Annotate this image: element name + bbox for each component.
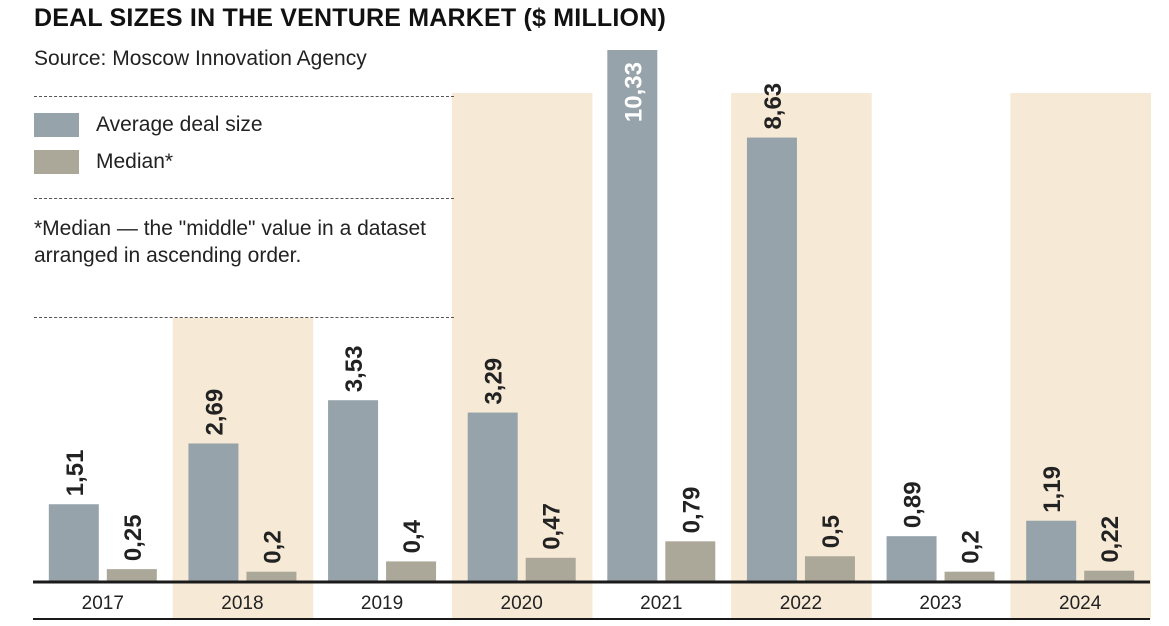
legend-item-median: Median*	[34, 149, 173, 175]
x-tick-label-2019: 2019	[361, 593, 403, 614]
bar-median-2020	[525, 557, 576, 582]
value-labels: 1,51 0,25 2,69 0,2 3,53 0,4 3,29 0,47 10,33 0,79 8…	[62, 62, 1124, 564]
x-tick-label-2018: 2018	[221, 593, 263, 614]
x-tick-label-2020: 2020	[501, 593, 543, 614]
value-label-average-2020: 3,29	[481, 358, 508, 405]
bar-average-2019	[328, 400, 379, 582]
chart-title: DEAL SIZES IN THE VENTURE MARKET ($ MILL…	[34, 4, 666, 32]
value-label-average-2022: 8,63	[760, 83, 787, 130]
legend-swatch-median	[34, 150, 79, 174]
value-label-median-2017: 0,25	[120, 514, 147, 561]
value-label-average-2019: 3,53	[341, 345, 368, 392]
bars	[48, 50, 1135, 582]
value-label-average-2024: 1,19	[1039, 466, 1066, 513]
bar-median-2019	[386, 561, 437, 582]
legend-label-median: Median*	[96, 150, 174, 173]
bar-median-2023	[944, 571, 995, 582]
bar-median-2024	[1084, 570, 1135, 582]
value-label-median-2018: 0,2	[259, 530, 286, 563]
value-label-average-2023: 0,89	[900, 481, 927, 528]
bar-average-2023	[886, 536, 937, 582]
value-label-average-2018: 2,69	[201, 389, 228, 436]
legend: Average deal size Median* *Median — the …	[34, 96, 454, 318]
bar-average-2022	[746, 137, 797, 582]
legend-divider-bottom	[34, 317, 454, 318]
x-axis: 2017 2018 2019 2020 2021 2022 2023 2024	[33, 580, 1150, 620]
x-tick-label-2017: 2017	[82, 593, 124, 614]
legend-swatch-average	[34, 113, 79, 137]
bar-median-2018	[246, 571, 297, 582]
value-label-median-2021: 0,79	[678, 487, 705, 534]
bar-average-2024	[1026, 520, 1077, 582]
value-label-median-2022: 0,5	[818, 515, 845, 548]
bar-average-2021	[607, 50, 658, 582]
x-tick-label-2022: 2022	[780, 593, 822, 614]
bar-average-2017	[48, 504, 99, 582]
value-label-average-2021: 10,33	[620, 62, 647, 122]
value-label-median-2020: 0,47	[539, 503, 566, 550]
value-label-median-2023: 0,2	[958, 530, 985, 563]
bar-median-2021	[665, 541, 716, 582]
x-tick-label-2024: 2024	[1059, 593, 1102, 614]
legend-item-average: Average deal size	[34, 112, 263, 138]
legend-divider-top	[34, 96, 454, 97]
bar-median-2017	[106, 569, 157, 582]
footnote: *Median — the "middle" value in a datase…	[34, 217, 426, 267]
x-tick-label-2021: 2021	[640, 593, 682, 614]
value-label-average-2017: 1,51	[62, 450, 89, 497]
value-label-median-2024: 0,22	[1097, 516, 1124, 563]
legend-label-average: Average deal size	[96, 113, 263, 136]
x-tick-label-2023: 2023	[919, 593, 961, 614]
chart-source: Source: Moscow Innovation Agency	[34, 47, 367, 70]
value-label-median-2019: 0,4	[399, 519, 426, 553]
legend-divider-middle	[34, 198, 454, 199]
bar-average-2018	[188, 443, 239, 582]
bar-average-2020	[467, 412, 518, 582]
bar-median-2022	[804, 556, 855, 582]
